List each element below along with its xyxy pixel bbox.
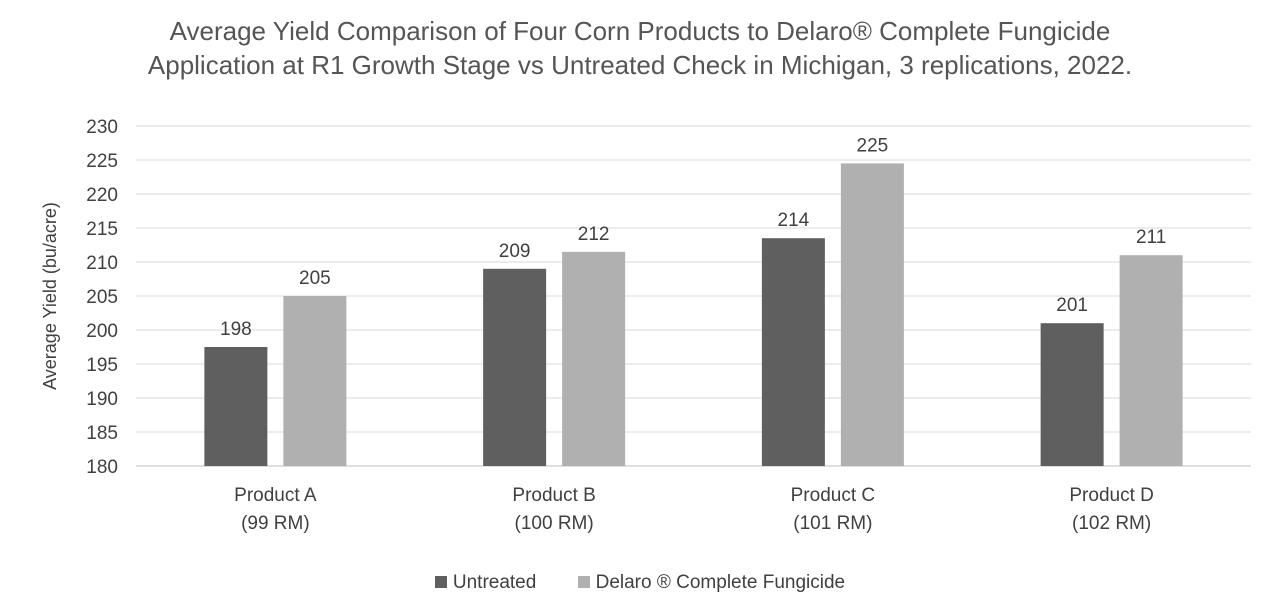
data-label: 205 <box>299 268 331 289</box>
y-tick-label: 185 <box>86 423 118 444</box>
x-tick-sublabel: (101 RM) <box>793 513 872 534</box>
x-tick-label: Product A <box>234 485 317 506</box>
legend: Untreated Delaro ® Complete Fungicide <box>0 572 1280 594</box>
x-tick-sublabel: (102 RM) <box>1072 513 1151 534</box>
bar-delaro <box>1119 255 1183 466</box>
data-label: 198 <box>220 319 252 340</box>
data-label: 211 <box>1136 227 1166 248</box>
bar-chart: 180 185 190 195 200 205 210 215 220 225 230 Average… <box>40 117 1251 534</box>
bar-untreated <box>204 347 268 466</box>
y-tick-label: 190 <box>86 389 118 410</box>
legend-swatch-untreated <box>434 576 447 588</box>
legend-label-untreated: Untreated <box>452 572 537 593</box>
bar-untreated <box>483 268 547 466</box>
y-tick-label: 225 <box>86 151 118 172</box>
legend-swatch-delaro <box>577 576 590 588</box>
y-tick-label: 215 <box>86 219 118 240</box>
bar-delaro <box>840 163 904 466</box>
bar-delaro <box>283 296 347 466</box>
y-tick-label: 180 <box>86 457 118 478</box>
x-tick-sublabel: (99 RM) <box>241 513 310 534</box>
bar-untreated <box>1040 323 1104 466</box>
x-tick-label: Product D <box>1069 485 1153 506</box>
data-label: 225 <box>857 135 889 156</box>
y-tick-label: 210 <box>86 253 118 274</box>
chart-title-line-1: Average Yield Comparison of Four Corn Pr… <box>169 16 1111 46</box>
data-label: 201 <box>1056 295 1088 316</box>
x-tick-sublabel: (100 RM) <box>515 513 594 534</box>
legend-item-untreated: Untreated <box>434 572 537 594</box>
legend-label-delaro: Delaro ® Complete Fungicide <box>595 572 846 593</box>
data-label: 212 <box>578 224 610 245</box>
chart-title-line-2: Application at R1 Growth Stage vs Untrea… <box>147 50 1133 80</box>
data-label: 209 <box>499 241 531 262</box>
y-tick-label: 220 <box>86 185 118 206</box>
x-tick-label: Product C <box>791 485 875 506</box>
bar-delaro <box>562 251 626 466</box>
y-axis-label: Average Yield (bu/acre) <box>40 202 60 390</box>
y-tick-label: 200 <box>86 321 118 342</box>
y-tick-label: 230 <box>86 117 118 138</box>
bar-untreated <box>761 238 825 466</box>
chart-title: Average Yield Comparison of Four Corn Pr… <box>0 14 1280 82</box>
legend-item-delaro: Delaro ® Complete Fungicide <box>577 572 846 594</box>
y-tick-label: 195 <box>86 355 118 376</box>
y-tick-label: 205 <box>86 287 118 308</box>
data-label: 214 <box>778 210 810 231</box>
x-tick-label: Product B <box>512 485 595 506</box>
